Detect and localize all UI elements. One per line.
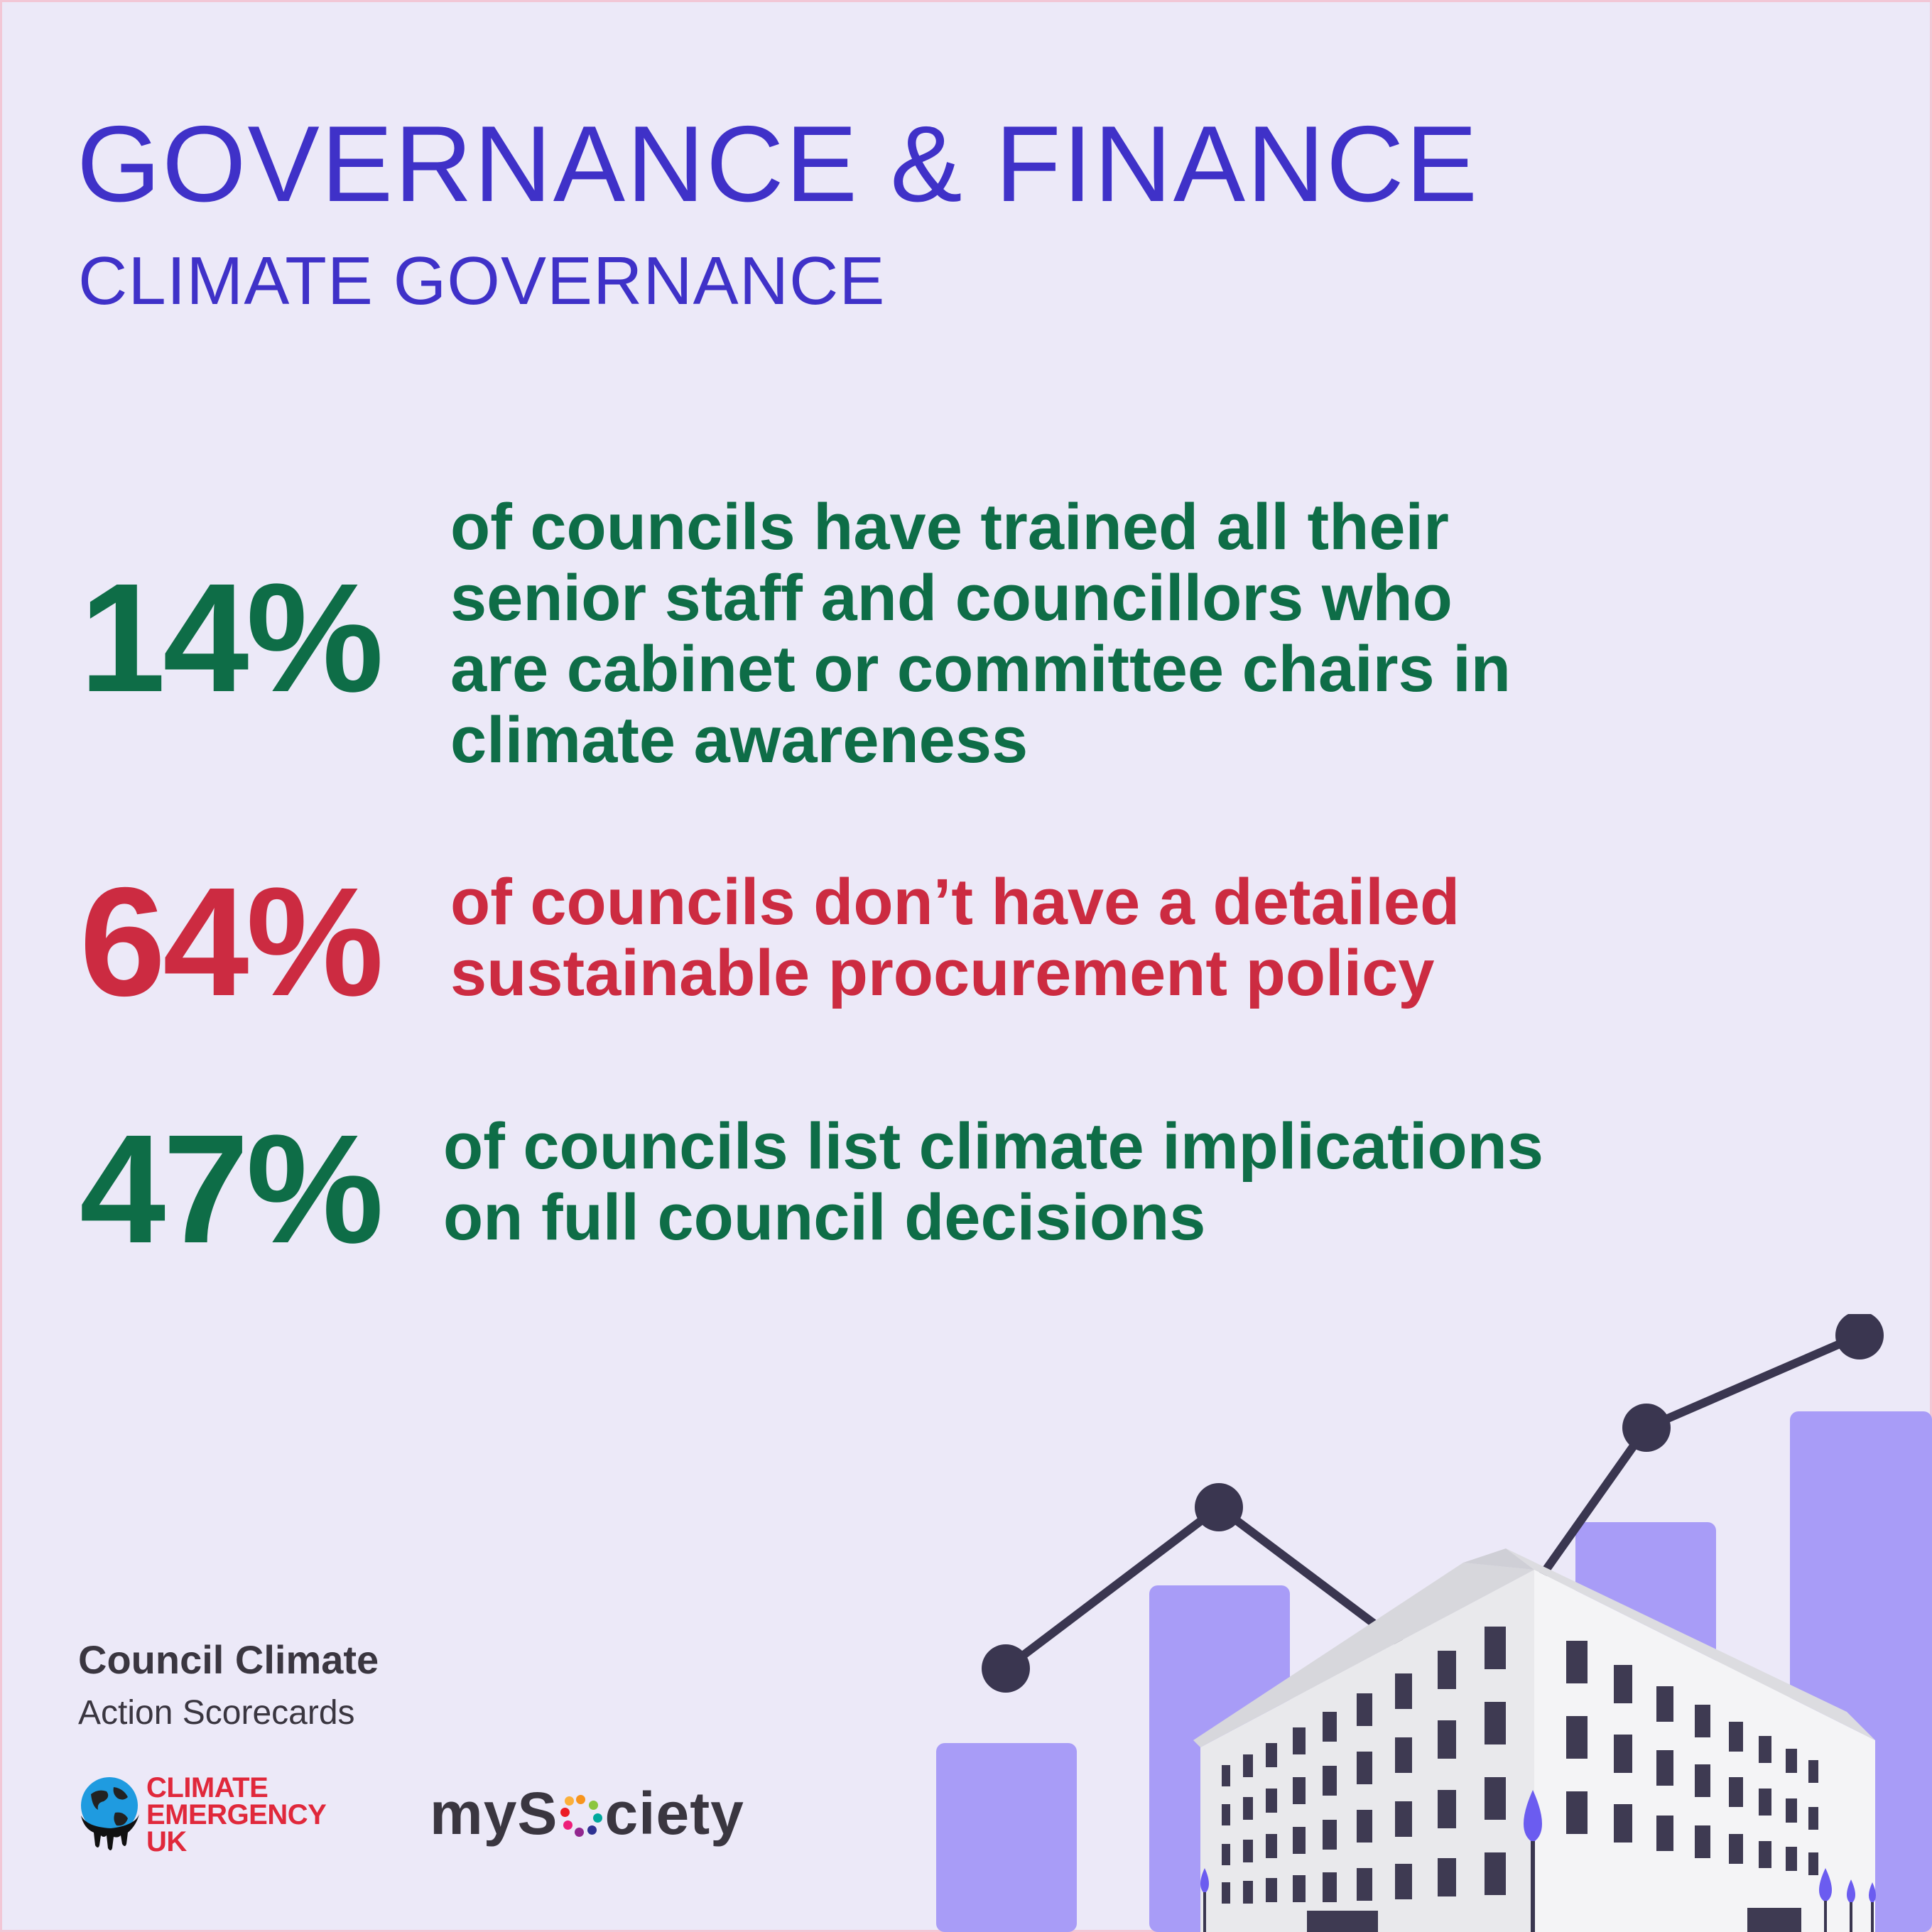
stat-description: of councils don’t have a detailed sustai… — [450, 866, 1460, 1009]
stat-value: 14% — [80, 552, 384, 724]
mysociety-suffix: ciety — [604, 1780, 744, 1847]
office-building-illustration — [1193, 1548, 1875, 1932]
bar-chart-illustration — [936, 1314, 1932, 1932]
ceuk-logo-text: CLIMATE EMERGENCY UK — [146, 1772, 327, 1857]
stat-value: 47% — [80, 1103, 384, 1276]
stat-value: 64% — [80, 856, 384, 1029]
dripping-globe-icon — [81, 1777, 139, 1850]
stat-description: of councils have trained all their senio… — [450, 491, 1511, 776]
brand-name: Council Climate — [78, 1637, 379, 1682]
mysociety-logo: myS ciety — [430, 1779, 744, 1848]
mysociety-prefix: myS — [430, 1780, 558, 1847]
page-subtitle: CLIMATE GOVERNANCE — [78, 243, 886, 319]
page-title: GOVERNANCE & FINANCE — [77, 104, 1480, 224]
brand-tagline: Action Scorecards — [78, 1694, 355, 1732]
line-trend-illustration — [982, 1314, 1884, 1693]
climate-emergency-uk-logo: CLIMATE EMERGENCY UK — [77, 1767, 332, 1860]
tree-icon — [1200, 1790, 1876, 1932]
stat-description: of councils list climate implications on… — [443, 1110, 1544, 1254]
mysociety-dots-icon — [559, 1792, 603, 1837]
